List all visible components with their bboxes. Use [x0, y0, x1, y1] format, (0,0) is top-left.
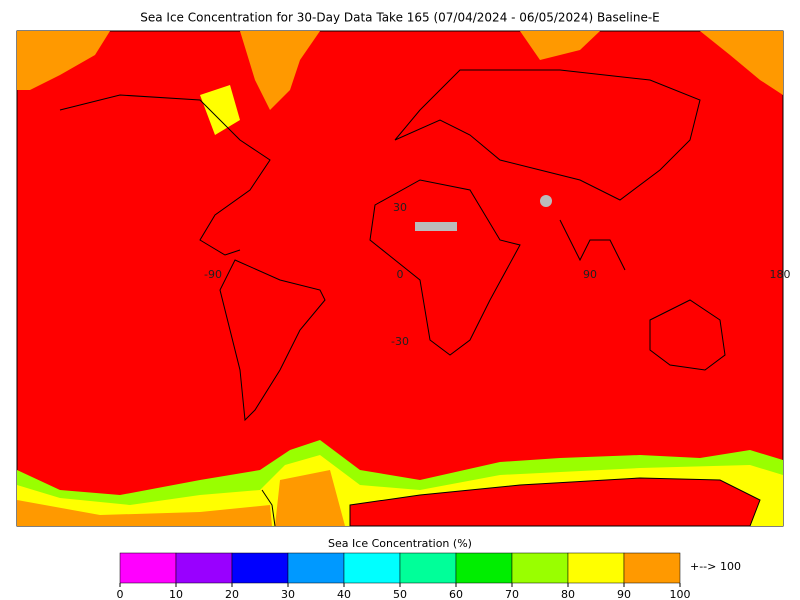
colorbar-label: Sea Ice Concentration (%) [328, 537, 472, 550]
ice-region [200, 85, 240, 135]
colorbar: 0 10 20 30 40 50 60 70 80 90 100 [117, 552, 691, 600]
title: Sea Ice Concentration for 30-Day Data Ta… [140, 11, 660, 25]
map: 30 -30 -90 0 90 180 [16, 30, 791, 527]
tick-label: 40 [337, 588, 351, 600]
tick-label: 0 [117, 588, 124, 600]
antarctica [349, 477, 761, 527]
tick-label: 80 [561, 588, 575, 600]
no-data [540, 195, 552, 207]
tick-label: 100 [670, 588, 691, 600]
map-frame [16, 30, 784, 527]
color-bin [231, 552, 289, 584]
color-bin [343, 552, 401, 584]
ice-region [17, 500, 272, 526]
overflow-value: 100 [720, 560, 741, 573]
ice-region [520, 31, 600, 60]
ice-region [275, 470, 345, 526]
color-bin [455, 552, 513, 584]
ice-region [700, 31, 783, 95]
color-bin [623, 552, 681, 584]
coastlines [59, 69, 726, 422]
color-bin [567, 552, 625, 584]
lon-label: 90 [583, 268, 597, 281]
tick-label: 30 [281, 588, 295, 600]
tick-label: 90 [617, 588, 631, 600]
ice-region [240, 31, 320, 110]
tick-label: 70 [505, 588, 519, 600]
overflow-arrow: +--> [690, 560, 716, 573]
color-bin [287, 552, 345, 584]
color-bin [399, 552, 457, 584]
lon-label: 180 [770, 268, 791, 281]
color-bin [175, 552, 233, 584]
lat-label: 30 [393, 201, 407, 214]
tick-label: 50 [393, 588, 407, 600]
ice-region [17, 31, 110, 90]
color-bin [119, 552, 177, 584]
color-bin [511, 552, 569, 584]
lon-label: -90 [204, 268, 222, 281]
tick-label: 20 [225, 588, 239, 600]
no-data [415, 222, 457, 231]
tick-label: 10 [169, 588, 183, 600]
tick-label: 60 [449, 588, 463, 600]
coast [261, 489, 276, 527]
lon-label: 0 [397, 268, 404, 281]
lat-label: -30 [391, 335, 409, 348]
